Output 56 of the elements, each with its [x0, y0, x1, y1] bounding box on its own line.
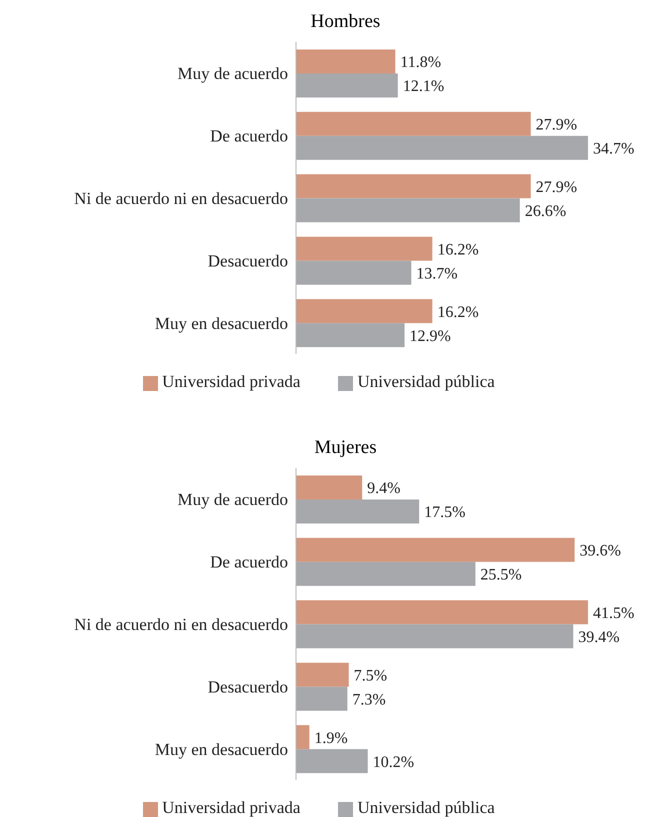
data-label: 27.9%	[536, 116, 578, 134]
data-label: 39.4%	[578, 628, 620, 646]
data-label: 25.5%	[480, 566, 522, 584]
data-label: 12.9%	[410, 328, 451, 345]
data-label: 17.5%	[424, 504, 466, 522]
data-label: 7.5%	[354, 667, 388, 684]
bar	[296, 73, 398, 98]
bar	[296, 136, 588, 160]
data-label: 34.7%	[593, 140, 634, 158]
bar	[296, 260, 412, 285]
legend-label: Universidad privada	[162, 798, 300, 817]
bar	[296, 236, 432, 261]
data-label: 12.1%	[402, 78, 444, 96]
y-tick-label: Desacuerdo	[208, 251, 288, 270]
chart-title: Mujeres	[313, 436, 378, 460]
data-label: 16.2%	[437, 241, 479, 258]
data-label: 11.8%	[400, 54, 442, 72]
bar	[296, 323, 405, 348]
data-label: 27.9%	[536, 178, 578, 196]
bar	[296, 198, 520, 222]
y-tick-label: Muy en desacuerdo	[154, 740, 288, 759]
bar	[296, 725, 310, 750]
y-tick-label: Desacuerdo	[208, 677, 288, 696]
legend-label: Universidad pública	[357, 798, 495, 817]
data-label: 13.7%	[416, 265, 458, 282]
bar	[296, 174, 531, 198]
bar	[296, 475, 362, 500]
bar	[296, 499, 420, 524]
y-tick-label: Ni de acuerdo ni en desacuerdo	[74, 189, 288, 208]
bar	[296, 49, 396, 74]
data-label: 10.2%	[372, 754, 414, 771]
legend-label: Universidad pública	[357, 372, 495, 391]
y-tick-label: Muy de acuerdo	[178, 490, 288, 510]
data-label: 7.3%	[352, 691, 386, 708]
y-tick-label: Muy en desacuerdo	[154, 314, 288, 333]
legend-label: Universidad privada	[162, 372, 300, 391]
bar	[296, 112, 531, 136]
bar	[296, 686, 348, 711]
bar	[296, 624, 574, 648]
data-label: 39.6%	[580, 542, 621, 560]
data-label: 41.5%	[593, 604, 634, 622]
data-label: 16.2%	[437, 304, 479, 321]
data-label: 1.9%	[314, 730, 348, 747]
bar	[296, 600, 588, 624]
bar	[296, 299, 432, 324]
y-tick-label: Muy de acuerdo	[178, 64, 288, 84]
bar	[296, 562, 476, 586]
bar	[296, 749, 368, 774]
y-tick-label: Ni de acuerdo ni en desacuerdo	[74, 615, 288, 634]
bar	[296, 538, 575, 562]
bar	[296, 662, 349, 687]
data-label: 26.6%	[524, 202, 566, 220]
y-tick-label: De acuerdo	[210, 126, 288, 146]
chart-title: Hombres	[310, 10, 382, 34]
y-tick-label: De acuerdo	[210, 552, 288, 572]
data-label: 9.4%	[367, 480, 400, 498]
